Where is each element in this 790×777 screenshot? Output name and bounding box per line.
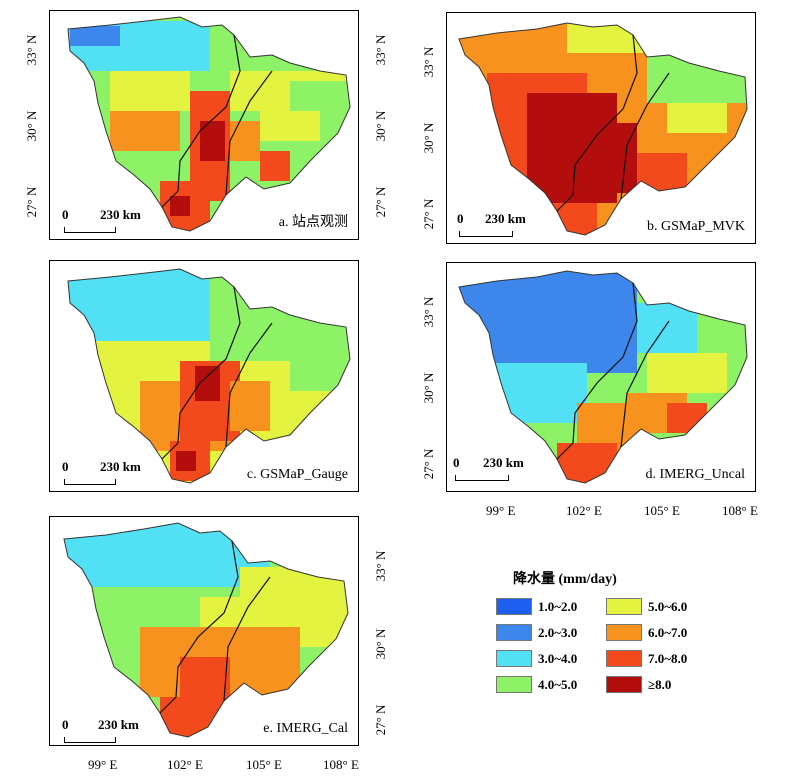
scale-bar-b	[459, 231, 513, 237]
lat-label-b-left-27: 27° N	[421, 198, 436, 230]
legend-label-8: ≥8.0	[648, 676, 672, 692]
scale-bar-d	[455, 475, 509, 481]
legend-item-5: 5.0~6.0	[606, 598, 687, 615]
scale-distance-b: 230 km	[485, 211, 526, 226]
legend-label-4: 4.0~5.0	[538, 676, 578, 692]
legend-label-7: 7.0~8.0	[648, 650, 688, 666]
map-panel-e: 0 230 km e. IMERG_Cal	[49, 516, 359, 746]
precip-map-d	[458, 270, 748, 484]
scale-distance-c: 230 km	[100, 459, 141, 474]
precip-map-a	[67, 16, 351, 232]
lat-label-a-right-27: 27° N	[373, 186, 388, 218]
lat-label-d-left-33: 33° N	[421, 296, 436, 328]
legend-swatch-7	[606, 650, 642, 667]
legend-swatch-1	[496, 598, 532, 615]
lat-label-e-right-30: 30° N	[373, 628, 388, 660]
legend-label-6: 6.0~7.0	[648, 624, 688, 640]
lon-label-d-99: 99° E	[486, 503, 516, 518]
map-panel-b: 0 230 km b. GSMaP_MVK	[446, 12, 756, 244]
scale-bar-c	[64, 479, 116, 485]
scale-zero-a: 0	[62, 207, 69, 222]
legend-title: 降水量 (mm/day)	[513, 572, 617, 587]
precip-map-c	[67, 268, 351, 484]
scale-bar-e	[64, 737, 116, 743]
scale-bar-a	[64, 227, 116, 233]
scale-distance-e: 230 km	[98, 717, 139, 732]
panel-label-d: d. IMERG_Uncal	[645, 467, 745, 482]
legend-item-2: 2.0~3.0	[496, 624, 577, 641]
map-panel-c: 0 230 km c. GSMaP_Gauge	[49, 260, 359, 492]
lat-label-d-left-30: 30° N	[421, 372, 436, 404]
lat-label-a-right-33: 33° N	[373, 34, 388, 66]
legend-label-5: 5.0~6.0	[648, 598, 688, 614]
scale-zero-b: 0	[457, 211, 464, 226]
lon-label-e-108: 108° E	[323, 757, 359, 772]
lon-label-e-102: 102° E	[167, 757, 203, 772]
lat-label-e-right-33: 33° N	[373, 550, 388, 582]
precip-map-e	[63, 522, 349, 738]
lat-label-a-left-33: 33° N	[24, 34, 39, 66]
panel-label-a: a. 站点观测	[278, 215, 348, 230]
scale-zero-d: 0	[453, 455, 460, 470]
lat-label-a-left-30: 30° N	[24, 110, 39, 142]
lat-label-b-left-30: 30° N	[421, 122, 436, 154]
lat-label-d-left-27: 27° N	[421, 448, 436, 480]
legend-item-6: 6.0~7.0	[606, 624, 687, 641]
panel-label-b: b. GSMaP_MVK	[646, 219, 745, 234]
lon-label-d-102: 102° E	[566, 503, 602, 518]
legend-swatch-6	[606, 624, 642, 641]
scale-zero-c: 0	[62, 459, 69, 474]
legend-label-1: 1.0~2.0	[538, 598, 578, 614]
lon-label-d-108: 108° E	[722, 503, 758, 518]
map-panel-d: 0 230 km d. IMERG_Uncal	[446, 262, 756, 492]
legend-item-1: 1.0~2.0	[496, 598, 577, 615]
legend-swatch-2	[496, 624, 532, 641]
scale-zero-e: 0	[62, 717, 69, 732]
legend-swatch-8	[606, 676, 642, 693]
lat-label-e-right-27: 27° N	[373, 704, 388, 736]
legend-swatch-4	[496, 676, 532, 693]
legend-item-3: 3.0~4.0	[496, 650, 577, 667]
lat-label-a-left-27: 27° N	[24, 186, 39, 218]
legend-item-4: 4.0~5.0	[496, 676, 577, 693]
map-panel-a: 0 230 km a. 站点观测	[49, 10, 359, 240]
panel-label-c: c. GSMaP_Gauge	[246, 467, 348, 482]
scale-distance-a: 230 km	[100, 207, 141, 222]
legend-label-2: 2.0~3.0	[538, 624, 578, 640]
lon-label-e-99: 99° E	[88, 757, 118, 772]
legend-swatch-5	[606, 598, 642, 615]
legend-item-8: ≥8.0	[606, 676, 671, 693]
lat-label-b-left-33: 33° N	[421, 46, 436, 78]
lon-label-e-105: 105° E	[246, 757, 282, 772]
precip-map-b	[458, 22, 748, 236]
legend-label-3: 3.0~4.0	[538, 650, 578, 666]
legend-swatch-3	[496, 650, 532, 667]
scale-distance-d: 230 km	[483, 455, 524, 470]
legend-item-7: 7.0~8.0	[606, 650, 687, 667]
panel-label-e: e. IMERG_Cal	[263, 721, 348, 736]
lat-label-a-right-30: 30° N	[373, 110, 388, 142]
lon-label-d-105: 105° E	[644, 503, 680, 518]
